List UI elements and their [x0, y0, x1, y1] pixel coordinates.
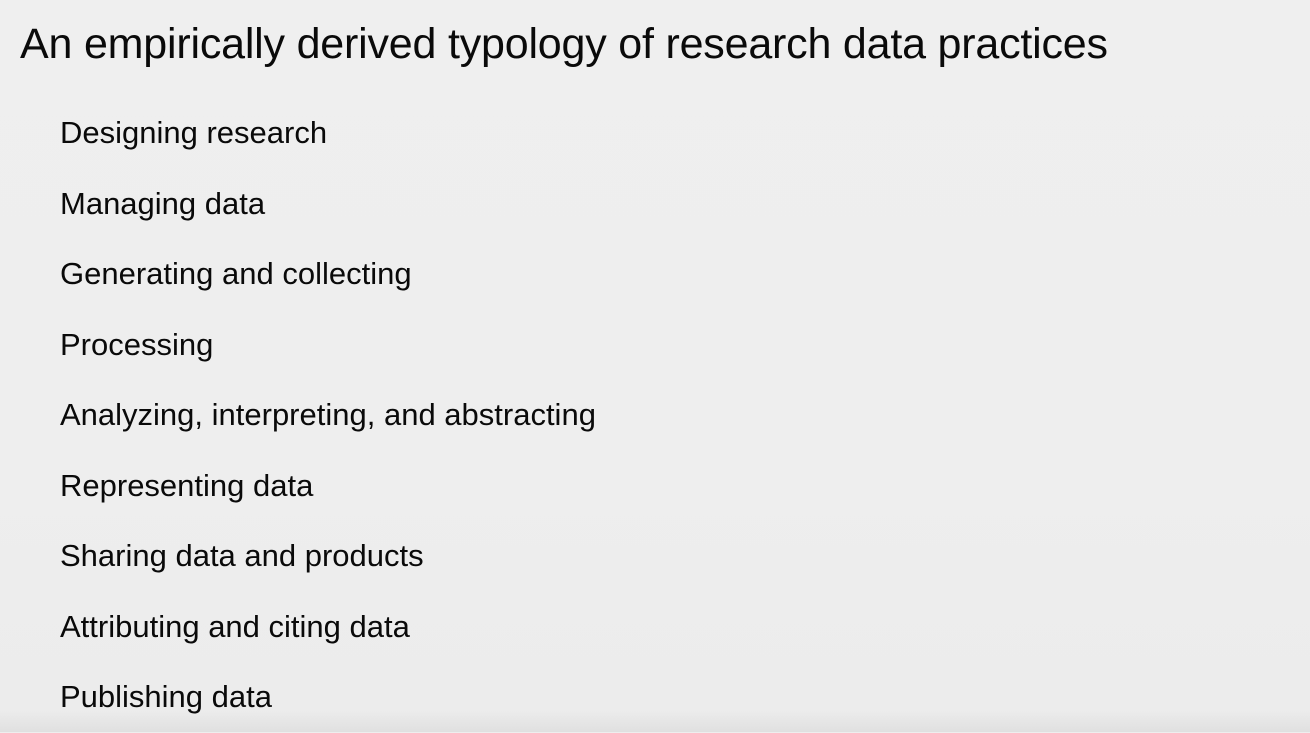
list-item-representing-data: Representing data: [60, 467, 314, 503]
list-item-managing-data: Managing data: [60, 185, 266, 221]
bottom-edge-shadow: [0, 710, 1310, 732]
list-item-processing: Processing: [60, 326, 214, 362]
practice-list: Designing research Managing data Generat…: [60, 98, 596, 733]
list-item-sharing-data-and-products: Sharing data and products: [60, 538, 424, 573]
list-item-attributing-and-citing-data: Attributing and citing data: [60, 608, 410, 644]
list-item-designing-research: Designing research: [60, 115, 328, 150]
list-item-publishing-data: Publishing data: [60, 679, 272, 714]
list-item-generating-and-collecting: Generating and collecting: [60, 256, 412, 291]
list-item-analyzing-interpreting-abstracting: Analyzing, interpreting, and abstracting: [60, 397, 596, 432]
slide-title: An empirically derived typology of resea…: [20, 20, 1108, 68]
